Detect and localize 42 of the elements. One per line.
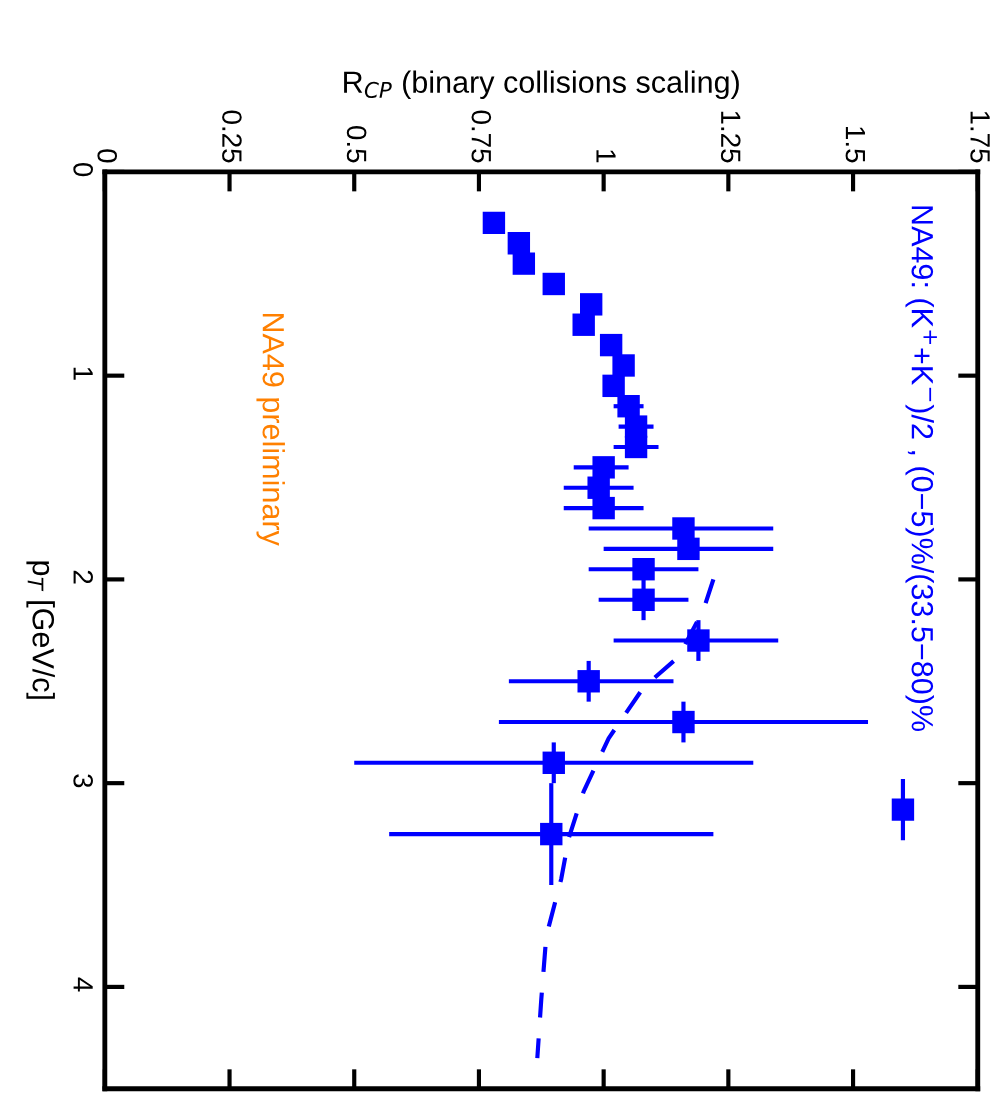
point [599,333,623,357]
point [542,272,565,296]
point [687,629,710,652]
point [632,558,655,581]
x-tick-label: 1.75 [970,111,990,163]
point [587,476,610,499]
point [507,232,531,255]
x-tick-label: 1 [596,150,616,163]
text: NA49: (K$^{+}$+K$^{−}$)/2 , (0−5)%/(33.5−80)% [905,206,937,731]
x-tick-label: 0 [97,149,118,163]
point [624,415,648,438]
point [632,588,655,611]
x-tick-label: 0.25 [222,110,242,163]
point [612,354,635,377]
point [891,798,915,821]
point [482,211,506,235]
point [579,293,603,316]
y-tick-label: 4 [73,977,93,992]
y-axis-title: p$_{T}$ [GeV/c] [26,561,55,699]
point [512,252,536,275]
point [542,751,565,774]
x-tick-label: 0.5 [346,126,367,163]
y-tick-label: 0 [73,162,93,177]
point [617,395,640,418]
annotation: NA49 preliminary [256,313,285,546]
x-tick-label: 1.25 [720,111,741,163]
point [672,517,695,540]
point [592,496,615,520]
y-tick-label: 2 [73,570,93,584]
point [672,710,695,734]
x-tick-label: 1.5 [845,127,865,163]
point [592,456,615,479]
point [602,374,625,398]
point [540,822,563,846]
x-tick-label: 0.75 [471,110,492,163]
point [624,435,648,459]
point [677,537,700,561]
point [577,670,600,693]
x-axis-title: R$_{CP}$ (binary collisions scaling) [344,70,739,100]
y-tick-label: 1 [73,367,93,380]
point [572,313,595,336]
y-tick-label: 3 [73,774,93,788]
